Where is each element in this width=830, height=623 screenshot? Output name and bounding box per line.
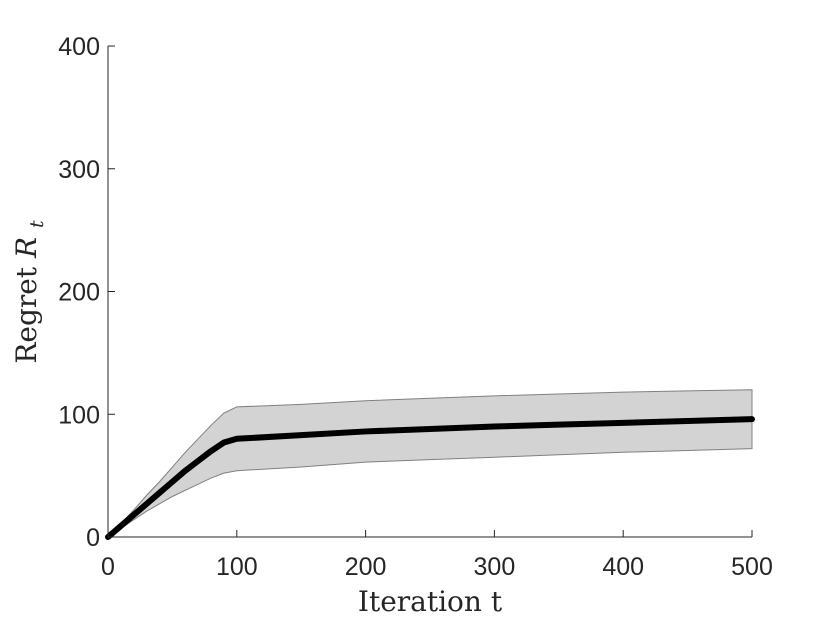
- x-axis-title: Iteration t: [358, 585, 503, 618]
- x-tick-label: 100: [216, 553, 258, 581]
- y-tick-label: 400: [58, 33, 100, 61]
- x-tick-label: 0: [101, 553, 115, 581]
- mean-line-layer: [105, 416, 755, 540]
- x-tick-label: 300: [474, 553, 516, 581]
- x-tick-label: 400: [602, 553, 644, 581]
- y-axis-title: Regret R t: [10, 220, 48, 364]
- y-tick-label: 300: [58, 156, 100, 184]
- confidence-band-layer: [107, 389, 753, 538]
- x-tick-label: 500: [731, 553, 773, 581]
- x-tick-label: 200: [345, 553, 387, 581]
- axes: [107, 45, 753, 538]
- y-axis-title-text: Regret: [10, 258, 43, 364]
- y-axis-title-subscript: t: [26, 220, 48, 228]
- confidence-band-0: [107, 389, 753, 538]
- tick-labels: 0 100 200 300 400 500 0 100 200 300 400: [58, 33, 773, 581]
- y-tick-label: 100: [58, 401, 100, 429]
- mean-regret-line-0: [105, 416, 755, 540]
- y-tick-label: 0: [86, 524, 100, 552]
- y-axis-title-symbol: R: [10, 237, 43, 259]
- y-tick-label: 200: [58, 279, 100, 307]
